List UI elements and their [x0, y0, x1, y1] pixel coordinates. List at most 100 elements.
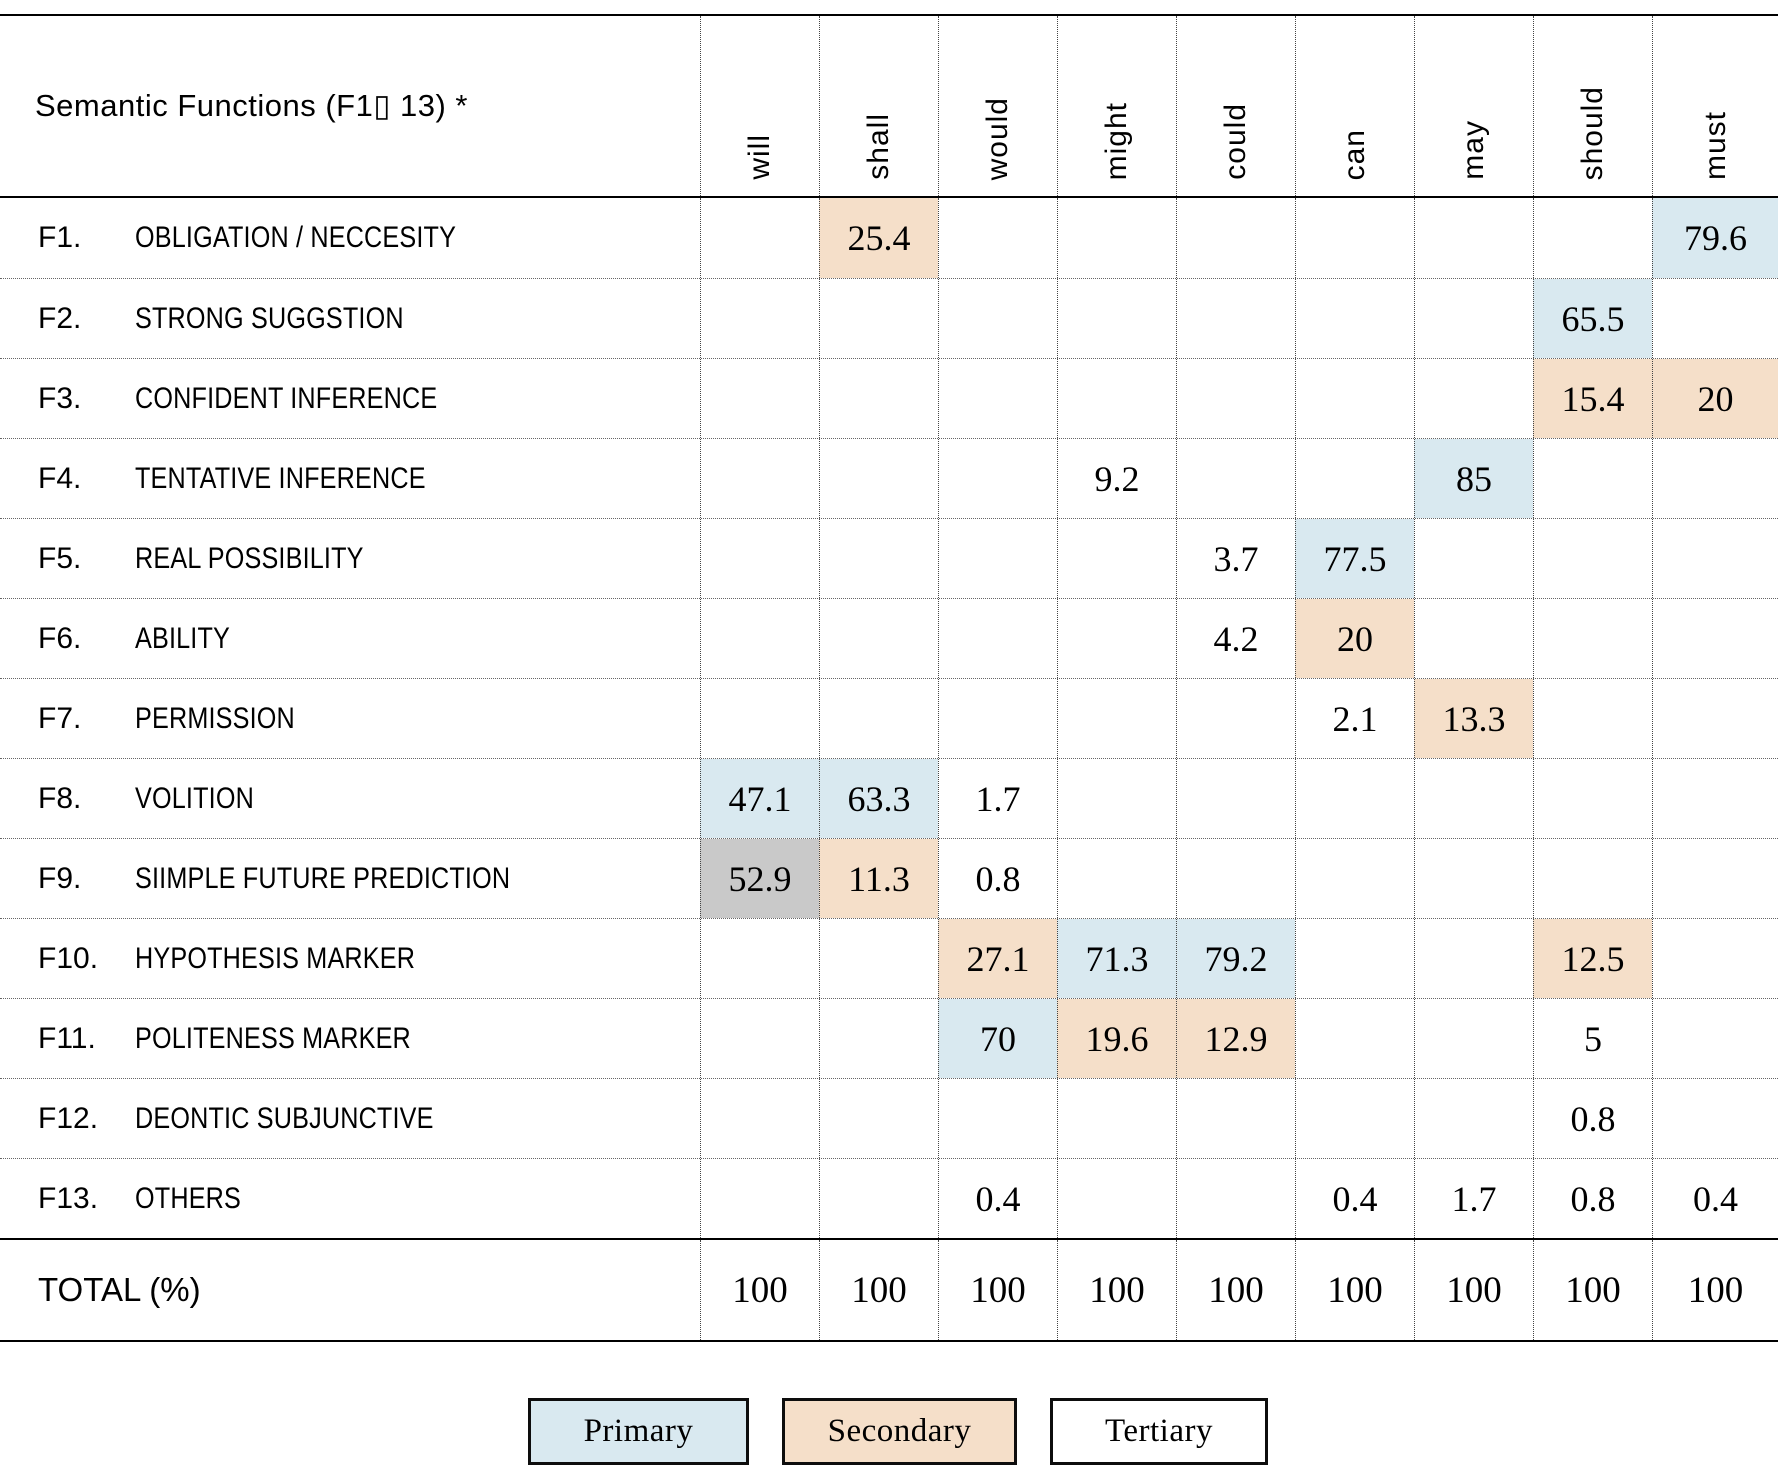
value-cell-f12-might — [1057, 1079, 1176, 1158]
column-header-label: will — [743, 134, 776, 180]
value-cell-f7-may: 13.3 — [1414, 679, 1533, 758]
value-cell-f9-could — [1176, 839, 1295, 918]
legend-box-tertiary: Tertiary — [1050, 1398, 1268, 1465]
total-cell-will: 100 — [700, 1240, 819, 1340]
function-code: F5. — [38, 541, 82, 575]
value-cell-f5-shall — [819, 519, 938, 598]
value-cell-f6-would — [938, 599, 1057, 678]
value-cell-f12-could — [1176, 1079, 1295, 1158]
value-cell-f9-would: 0.8 — [938, 839, 1057, 918]
value-cell-f1-shall: 25.4 — [819, 198, 938, 278]
value-cell-f2-should: 65.5 — [1533, 279, 1652, 358]
column-header-would: would — [938, 16, 1057, 196]
function-label: PERMISSION — [135, 701, 295, 735]
function-code: F11. — [38, 1021, 96, 1055]
value-cell-f10-could: 79.2 — [1176, 919, 1295, 998]
table-row-f2: F2. STRONG SUGGSTION 65.5 — [0, 278, 1778, 358]
row-label: F6. ABILITY — [0, 599, 700, 678]
value-cell-f2-could — [1176, 279, 1295, 358]
legend-label: Primary — [583, 1413, 694, 1449]
value-cell-f11-could: 12.9 — [1176, 999, 1295, 1078]
value-cell-f6-shall — [819, 599, 938, 678]
table-row-f3: F3. CONFIDENT INFERENCE 15.4 20 — [0, 358, 1778, 438]
value-cell-f6-could: 4.2 — [1176, 599, 1295, 678]
value-cell-f9-shall: 11.3 — [819, 839, 938, 918]
value-cell-f11-can — [1295, 999, 1414, 1078]
column-header-should: should — [1533, 16, 1652, 196]
function-label: DEONTIC SUBJUNCTIVE — [135, 1101, 434, 1135]
row-label: F2. STRONG SUGGSTION — [0, 279, 700, 358]
column-header-must: must — [1652, 16, 1778, 196]
function-code: F10. — [38, 941, 99, 975]
table-body: F1. OBLIGATION / NECCESITY 25.4 79.6 F2. STRO… — [0, 198, 1778, 1238]
value-cell-f11-may — [1414, 999, 1533, 1078]
value-cell-f4-shall — [819, 439, 938, 518]
row-label: F1. OBLIGATION / NECCESITY — [0, 198, 700, 278]
column-header-label: may — [1457, 120, 1490, 180]
total-cell-may: 100 — [1414, 1240, 1533, 1340]
table-row-f1: F1. OBLIGATION / NECCESITY 25.4 79.6 — [0, 198, 1778, 278]
column-header-label: might — [1100, 101, 1133, 180]
column-header-label: must — [1698, 110, 1732, 180]
value-cell-f10-should: 12.5 — [1533, 919, 1652, 998]
legend: Primary Secondary Tertiary — [528, 1398, 1778, 1465]
row-label: F3. CONFIDENT INFERENCE — [0, 359, 700, 438]
value-cell-f1-must: 79.6 — [1652, 198, 1778, 278]
value-cell-f10-can — [1295, 919, 1414, 998]
value-cell-f5-would — [938, 519, 1057, 598]
table-row-f13: F13. OTHERS 0.4 0.4 1.7 0.8 0.4 — [0, 1158, 1778, 1238]
value-cell-f2-can — [1295, 279, 1414, 358]
value-cell-f13-may: 1.7 — [1414, 1159, 1533, 1238]
value-cell-f6-can: 20 — [1295, 599, 1414, 678]
function-code: F6. — [38, 621, 82, 655]
value-cell-f8-shall: 63.3 — [819, 759, 938, 838]
table-row-f8: F8. VOLITION 47.1 63.3 1.7 — [0, 758, 1778, 838]
value-cell-f7-would — [938, 679, 1057, 758]
value-cell-f13-can: 0.4 — [1295, 1159, 1414, 1238]
value-cell-f9-must — [1652, 839, 1778, 918]
table-title: Semantic Functions (F1▯ 13) * — [35, 88, 468, 123]
value-cell-f12-should: 0.8 — [1533, 1079, 1652, 1158]
value-cell-f9-can — [1295, 839, 1414, 918]
value-cell-f4-will — [700, 439, 819, 518]
table-row-f12: F12. DEONTIC SUBJUNCTIVE 0.8 — [0, 1078, 1778, 1158]
value-cell-f2-will — [700, 279, 819, 358]
value-cell-f3-should: 15.4 — [1533, 359, 1652, 438]
legend-label: Secondary — [827, 1413, 972, 1449]
function-code: F4. — [38, 461, 82, 495]
value-cell-f6-should — [1533, 599, 1652, 678]
value-cell-f10-might: 71.3 — [1057, 919, 1176, 998]
table-row-f4: F4. TENTATIVE INFERENCE 9.2 85 — [0, 438, 1778, 518]
value-cell-f13-will — [700, 1159, 819, 1238]
value-cell-f10-would: 27.1 — [938, 919, 1057, 998]
function-label: SIIMPLE FUTURE PREDICTION — [135, 861, 511, 895]
value-cell-f4-could — [1176, 439, 1295, 518]
total-cell-might: 100 — [1057, 1240, 1176, 1340]
value-cell-f7-should — [1533, 679, 1652, 758]
function-label: REAL POSSIBILITY — [135, 541, 364, 575]
function-label: CONFIDENT INFERENCE — [135, 381, 438, 415]
column-header-might: might — [1057, 16, 1176, 196]
function-label: TENTATIVE INFERENCE — [135, 461, 426, 495]
column-header-shall: shall — [819, 16, 938, 196]
value-cell-f5-may — [1414, 519, 1533, 598]
value-cell-f8-may — [1414, 759, 1533, 838]
header-row: Semantic Functions (F1▯ 13) * will shall w… — [0, 16, 1778, 198]
value-cell-f6-might — [1057, 599, 1176, 678]
row-label: F4. TENTATIVE INFERENCE — [0, 439, 700, 518]
row-label: F11. POLITENESS MARKER — [0, 999, 700, 1078]
value-cell-f3-might — [1057, 359, 1176, 438]
function-label: STRONG SUGGSTION — [135, 301, 404, 335]
value-cell-f1-might — [1057, 198, 1176, 278]
total-row: TOTAL (%) 100 100 100 100 100 100 100 100 100 — [0, 1238, 1778, 1340]
value-cell-f5-should — [1533, 519, 1652, 598]
legend-label: Tertiary — [1105, 1413, 1213, 1449]
value-cell-f8-can — [1295, 759, 1414, 838]
value-cell-f8-could — [1176, 759, 1295, 838]
value-cell-f4-might: 9.2 — [1057, 439, 1176, 518]
value-cell-f7-can: 2.1 — [1295, 679, 1414, 758]
value-cell-f10-may — [1414, 919, 1533, 998]
total-row-label: TOTAL (%) — [38, 1271, 201, 1308]
value-cell-f3-may — [1414, 359, 1533, 438]
column-header-label: would — [981, 96, 1014, 180]
